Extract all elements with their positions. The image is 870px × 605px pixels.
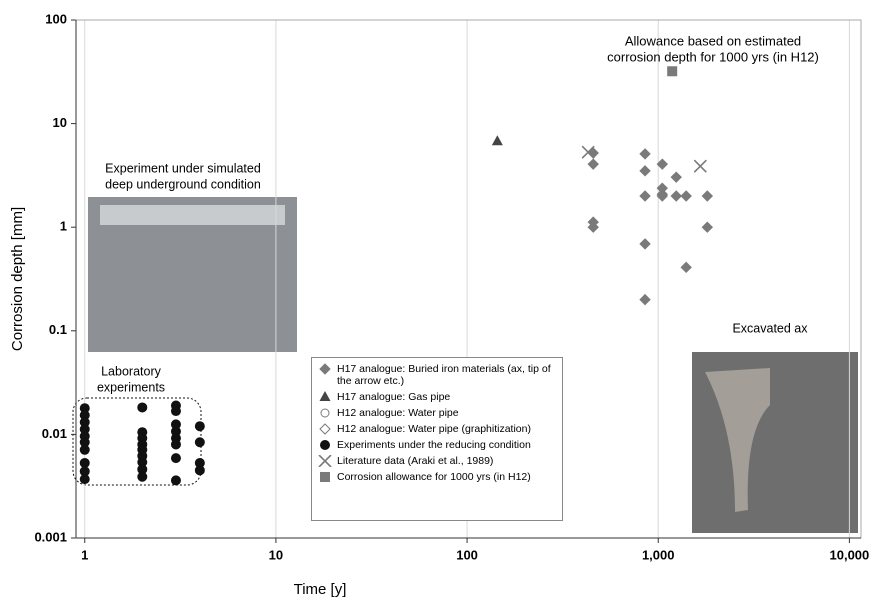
legend-item: H17 analogue: Buried iron materials (ax,… [318,363,556,387]
point [587,221,599,233]
legend-icon [320,472,330,482]
point [194,465,205,476]
legend-item: H12 analogue: Water pipe [318,407,556,419]
point [319,423,331,435]
y-tick-label: 1 [60,219,67,234]
legend-icon [320,408,330,418]
annotation: Allowance based on estimated [625,33,801,48]
y-tick-label: 100 [45,11,67,26]
legend-icon [319,423,331,435]
point [137,471,148,482]
legend-icon [318,455,332,467]
legend-item: Corrosion allowance for 1000 yrs (in H12… [318,471,556,483]
point [639,238,651,250]
x-axis-title: Time [y] [294,581,347,598]
annotation: deep underground condition [105,177,261,191]
point [680,261,692,274]
point [656,158,668,170]
point [319,391,331,401]
annotation: corrosion depth for 1000 yrs (in H12) [607,49,819,64]
legend-item: Literature data (Araki et al., 1989) [318,455,556,467]
point [194,437,205,448]
x-tick-label: 10,000 [830,547,870,562]
point [680,190,692,202]
point [319,363,331,375]
ax-shape [705,368,770,512]
point [170,439,181,450]
annotation: Experiment under simulated [105,161,261,175]
legend-icon [320,440,330,450]
point [79,444,90,455]
x-tick-label: 10 [269,547,283,562]
legend-item: Experiments under the reducing condition [318,439,556,451]
y-tick-label: 0.1 [49,322,67,337]
annotation: Laboratory [101,364,162,378]
point [170,453,181,464]
legend-label: Experiments under the reducing condition [337,439,531,451]
point [491,135,503,146]
legend-label: H17 analogue: Buried iron materials (ax,… [337,363,551,387]
point [639,293,651,306]
point [639,190,651,202]
legend-label: H12 analogue: Water pipe (graphitization… [337,423,531,435]
legend-label: Corrosion allowance for 1000 yrs (in H12… [337,471,531,483]
x-tick-label: 1,000 [642,547,675,562]
point [79,474,90,485]
point [581,145,595,159]
point [639,165,651,177]
legend-icon [319,391,331,401]
legend-item: H17 analogue: Gas pipe [318,391,556,403]
legend-label: Literature data (Araki et al., 1989) [337,455,494,467]
photo-ceiling [100,205,285,225]
point [137,402,148,413]
point [79,457,90,468]
point [320,440,330,450]
point [318,455,332,467]
point [701,190,714,202]
y-axis-title: Corrosion depth [mm] [9,207,26,351]
legend-icon [319,363,331,375]
legend-label: H12 analogue: Water pipe [337,407,459,419]
annotation: experiments [97,380,165,394]
point [320,408,330,418]
y-tick-label: 0.001 [34,529,67,544]
x-tick-label: 100 [456,547,478,562]
y-tick-label: 10 [53,115,67,130]
point [701,221,714,233]
point [587,158,599,170]
annotation: Excavated ax [732,321,808,335]
point [170,406,181,417]
point [693,159,707,173]
point [670,171,682,183]
point [670,190,682,202]
lab-box [72,397,202,486]
point [194,421,205,432]
legend: H17 analogue: Buried iron materials (ax,… [311,357,563,521]
x-tick-label: 1 [81,547,88,562]
point [656,190,668,202]
point [320,472,330,482]
point [667,66,678,77]
point [639,148,651,160]
y-tick-label: 0.01 [42,426,67,441]
legend-item: H12 analogue: Water pipe (graphitization… [318,423,556,435]
legend-label: H17 analogue: Gas pipe [337,391,451,403]
point [170,475,181,486]
